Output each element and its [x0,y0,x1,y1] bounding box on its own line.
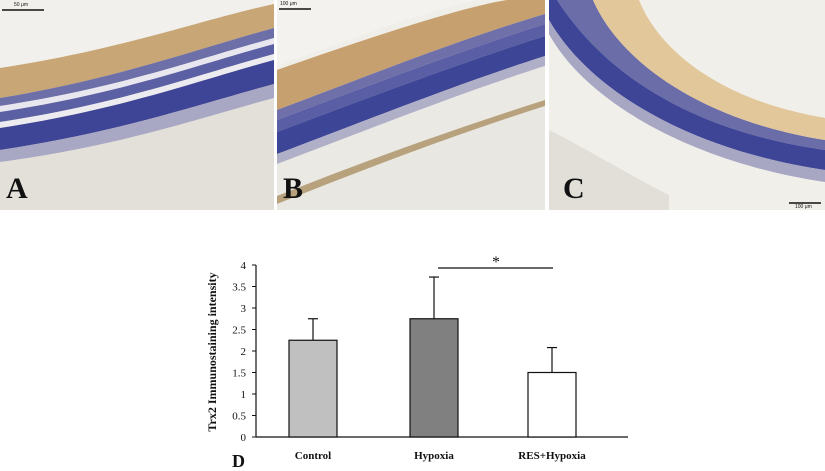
y-tick-label: 0.5 [232,411,246,423]
y-tick-label: 4 [241,260,247,272]
y-tick-labels: 0 0.5 1 1.5 2 2.5 3 3.5 4 [232,260,246,444]
micrograph-panel-c: 100 μm C [549,0,825,210]
significance-star: * [492,254,500,271]
bar-hypoxia [409,318,459,438]
y-tick-label: 3 [241,303,247,315]
panel-letter-d: D [232,451,245,471]
y-axis-label: Trx2 Immunostaining intensity [205,272,219,431]
x-category-label: RES+Hypoxia [518,450,586,462]
y-tick-label: 2.5 [232,325,246,337]
panel-letter-a: A [6,172,28,205]
bar-chart: 0 0.5 1 1.5 2 2.5 3 3.5 4 Control Hypoxia RES+Hypo… [205,254,628,471]
x-category-label: Control [295,450,331,462]
micrograph-panel-b: 100 μm B [277,0,545,210]
micrograph-b-image [277,0,545,210]
panel-letter-b: B [283,172,304,205]
scalebar-label-b: 100 μm [280,1,297,7]
micrograph-c-image [549,0,825,210]
y-tick-label: 1 [241,389,247,401]
x-category-label: Hypoxia [414,450,454,462]
chart-bars [288,318,577,438]
bar-res-hypoxia [527,371,577,438]
micrograph-a-image [0,0,274,210]
bar-control [288,339,338,438]
x-category-labels: Control Hypoxia RES+Hypoxia [295,450,586,462]
scalebar-label-c: 100 μm [795,204,812,210]
scalebar-label-a: 50 μm [14,2,28,8]
y-tick-label: 1.5 [232,368,246,380]
micrograph-panel-a: 50 μm A [0,0,274,210]
y-tick-label: 3.5 [232,282,246,294]
y-tick-label: 0 [241,432,247,444]
y-tick-label: 2 [241,346,247,358]
chart-error-bars [308,276,557,373]
panel-letter-c: C [563,172,585,205]
